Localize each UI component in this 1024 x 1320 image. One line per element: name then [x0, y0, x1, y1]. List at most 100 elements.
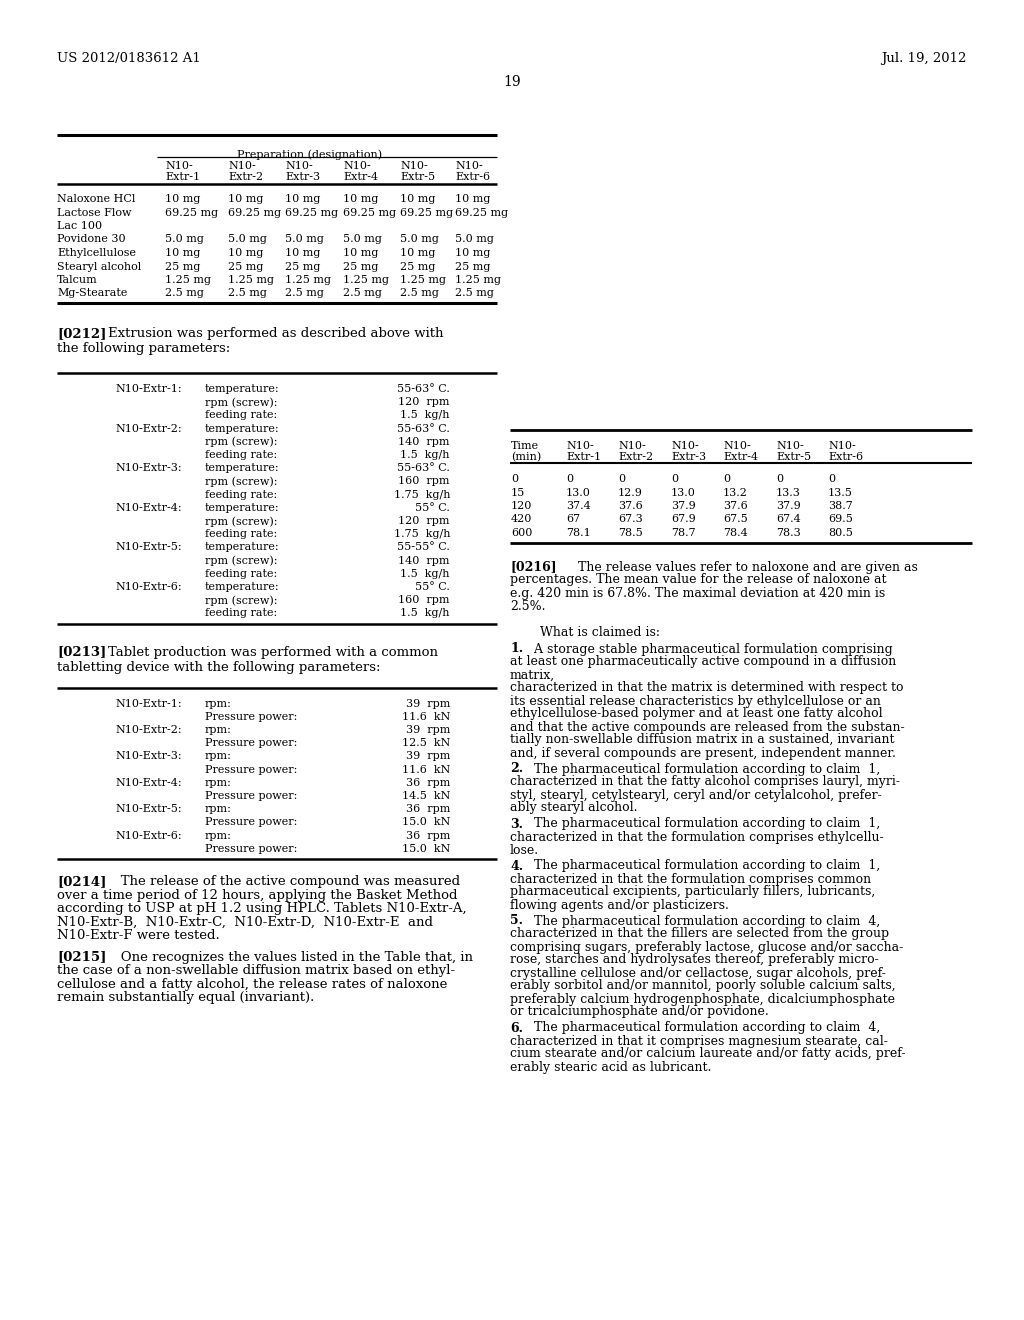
Text: 2.5 mg: 2.5 mg	[228, 289, 267, 298]
Text: 55-63° C.: 55-63° C.	[397, 384, 450, 393]
Text: 1.75  kg/h: 1.75 kg/h	[393, 490, 450, 499]
Text: 5.0 mg: 5.0 mg	[400, 235, 439, 244]
Text: tabletting device with the following parameters:: tabletting device with the following par…	[57, 660, 381, 673]
Text: rpm:: rpm:	[205, 777, 231, 788]
Text: Pressure power:: Pressure power:	[205, 738, 297, 748]
Text: 78.3: 78.3	[776, 528, 801, 539]
Text: 55-63° C.: 55-63° C.	[397, 463, 450, 473]
Text: cium stearate and/or calcium laureate and/or fatty acids, pref-: cium stearate and/or calcium laureate an…	[510, 1048, 905, 1060]
Text: flowing agents and/or plasticizers.: flowing agents and/or plasticizers.	[510, 899, 729, 912]
Text: 55-55° C.: 55-55° C.	[397, 543, 450, 552]
Text: remain substantially equal (invariant).: remain substantially equal (invariant).	[57, 991, 314, 1005]
Text: The release values refer to naloxone and are given as: The release values refer to naloxone and…	[562, 561, 918, 573]
Text: 1.5  kg/h: 1.5 kg/h	[400, 411, 450, 420]
Text: 5.0 mg: 5.0 mg	[343, 235, 382, 244]
Text: rpm (screw):: rpm (screw):	[205, 556, 278, 566]
Text: 2.: 2.	[510, 763, 523, 776]
Text: 25 mg: 25 mg	[455, 261, 490, 272]
Text: N10-: N10-	[285, 161, 312, 172]
Text: styl, stearyl, cetylstearyl, ceryl and/or cetylalcohol, prefer-: styl, stearyl, cetylstearyl, ceryl and/o…	[510, 788, 882, 801]
Text: 2.5 mg: 2.5 mg	[455, 289, 494, 298]
Text: and, if several compounds are present, independent manner.: and, if several compounds are present, i…	[510, 747, 896, 759]
Text: 1.25 mg: 1.25 mg	[165, 275, 211, 285]
Text: 37.9: 37.9	[776, 502, 801, 511]
Text: feeding rate:: feeding rate:	[205, 609, 278, 618]
Text: 1.5  kg/h: 1.5 kg/h	[400, 450, 450, 459]
Text: Extr-6: Extr-6	[455, 172, 490, 182]
Text: Extr-6: Extr-6	[828, 451, 863, 462]
Text: characterized in that the fatty alcohol comprises lauryl, myri-: characterized in that the fatty alcohol …	[510, 776, 900, 788]
Text: 78.7: 78.7	[671, 528, 695, 539]
Text: 67.3: 67.3	[618, 515, 643, 524]
Text: Extr-2: Extr-2	[228, 172, 263, 182]
Text: temperature:: temperature:	[205, 463, 280, 473]
Text: N10-: N10-	[165, 161, 193, 172]
Text: 10 mg: 10 mg	[228, 248, 263, 257]
Text: N10-Extr-B,  N10-Extr-C,  N10-Extr-D,  N10-Extr-E  and: N10-Extr-B, N10-Extr-C, N10-Extr-D, N10-…	[57, 916, 433, 928]
Text: N10-Extr-2:: N10-Extr-2:	[115, 424, 181, 433]
Text: e.g. 420 min is 67.8%. The maximal deviation at 420 min is: e.g. 420 min is 67.8%. The maximal devia…	[510, 586, 886, 599]
Text: 10 mg: 10 mg	[343, 194, 379, 205]
Text: Extrusion was performed as described above with: Extrusion was performed as described abo…	[108, 327, 443, 341]
Text: 25 mg: 25 mg	[343, 261, 379, 272]
Text: Extr-5: Extr-5	[776, 451, 811, 462]
Text: ethylcellulose-based polymer and at least one fatty alcohol: ethylcellulose-based polymer and at leas…	[510, 708, 883, 721]
Text: 25 mg: 25 mg	[228, 261, 263, 272]
Text: 4.: 4.	[510, 859, 523, 873]
Text: The release of the active compound was measured: The release of the active compound was m…	[108, 875, 460, 888]
Text: characterized in that it comprises magnesium stearate, cal-: characterized in that it comprises magne…	[510, 1035, 888, 1048]
Text: 55° C.: 55° C.	[415, 582, 450, 591]
Text: rpm:: rpm:	[205, 725, 231, 735]
Text: 38.7: 38.7	[828, 502, 853, 511]
Text: (min): (min)	[511, 451, 542, 462]
Text: 140  rpm: 140 rpm	[398, 437, 450, 446]
Text: rpm (screw):: rpm (screw):	[205, 397, 278, 408]
Text: matrix,: matrix,	[510, 668, 555, 681]
Text: 69.25 mg: 69.25 mg	[343, 207, 396, 218]
Text: N10-Extr-4:: N10-Extr-4:	[115, 503, 181, 512]
Text: Pressure power:: Pressure power:	[205, 711, 297, 722]
Text: Talcum: Talcum	[57, 275, 97, 285]
Text: Mg-Stearate: Mg-Stearate	[57, 289, 127, 298]
Text: 67.9: 67.9	[671, 515, 695, 524]
Text: 2.5 mg: 2.5 mg	[285, 289, 324, 298]
Text: 120: 120	[511, 502, 532, 511]
Text: N10-: N10-	[723, 441, 751, 451]
Text: 5.0 mg: 5.0 mg	[285, 235, 324, 244]
Text: 10 mg: 10 mg	[400, 248, 435, 257]
Text: 120  rpm: 120 rpm	[398, 516, 450, 525]
Text: erably sorbitol and/or mannitol, poorly soluble calcium salts,: erably sorbitol and/or mannitol, poorly …	[510, 979, 896, 993]
Text: 1.: 1.	[510, 643, 523, 656]
Text: 0: 0	[723, 474, 730, 484]
Text: Pressure power:: Pressure power:	[205, 843, 297, 854]
Text: 55° C.: 55° C.	[415, 503, 450, 512]
Text: 10 mg: 10 mg	[455, 248, 490, 257]
Text: The pharmaceutical formulation according to claim  4,: The pharmaceutical formulation according…	[530, 915, 881, 928]
Text: [0216]: [0216]	[510, 561, 557, 573]
Text: 140  rpm: 140 rpm	[398, 556, 450, 565]
Text: 5.: 5.	[510, 915, 523, 928]
Text: US 2012/0183612 A1: US 2012/0183612 A1	[57, 51, 201, 65]
Text: N10-Extr-F were tested.: N10-Extr-F were tested.	[57, 929, 220, 942]
Text: temperature:: temperature:	[205, 543, 280, 552]
Text: 19: 19	[503, 75, 521, 88]
Text: feeding rate:: feeding rate:	[205, 411, 278, 420]
Text: 14.5  kN: 14.5 kN	[401, 791, 450, 801]
Text: 0: 0	[618, 474, 625, 484]
Text: 1.25 mg: 1.25 mg	[343, 275, 389, 285]
Text: tially non-swellable diffusion matrix in a sustained, invariant: tially non-swellable diffusion matrix in…	[510, 734, 895, 747]
Text: [0212]: [0212]	[57, 327, 106, 341]
Text: 69.25 mg: 69.25 mg	[400, 207, 454, 218]
Text: percentages. The mean value for the release of naloxone at: percentages. The mean value for the rele…	[510, 573, 887, 586]
Text: 11.6  kN: 11.6 kN	[401, 711, 450, 722]
Text: The pharmaceutical formulation according to claim  1,: The pharmaceutical formulation according…	[530, 817, 881, 830]
Text: 13.2: 13.2	[723, 487, 748, 498]
Text: feeding rate:: feeding rate:	[205, 490, 278, 499]
Text: 15.0  kN: 15.0 kN	[401, 843, 450, 854]
Text: cellulose and a fatty alcohol, the release rates of naloxone: cellulose and a fatty alcohol, the relea…	[57, 978, 447, 990]
Text: 10 mg: 10 mg	[285, 194, 321, 205]
Text: Stearyl alcohol: Stearyl alcohol	[57, 261, 141, 272]
Text: Jul. 19, 2012: Jul. 19, 2012	[882, 51, 967, 65]
Text: lose.: lose.	[510, 843, 539, 857]
Text: 15: 15	[511, 487, 525, 498]
